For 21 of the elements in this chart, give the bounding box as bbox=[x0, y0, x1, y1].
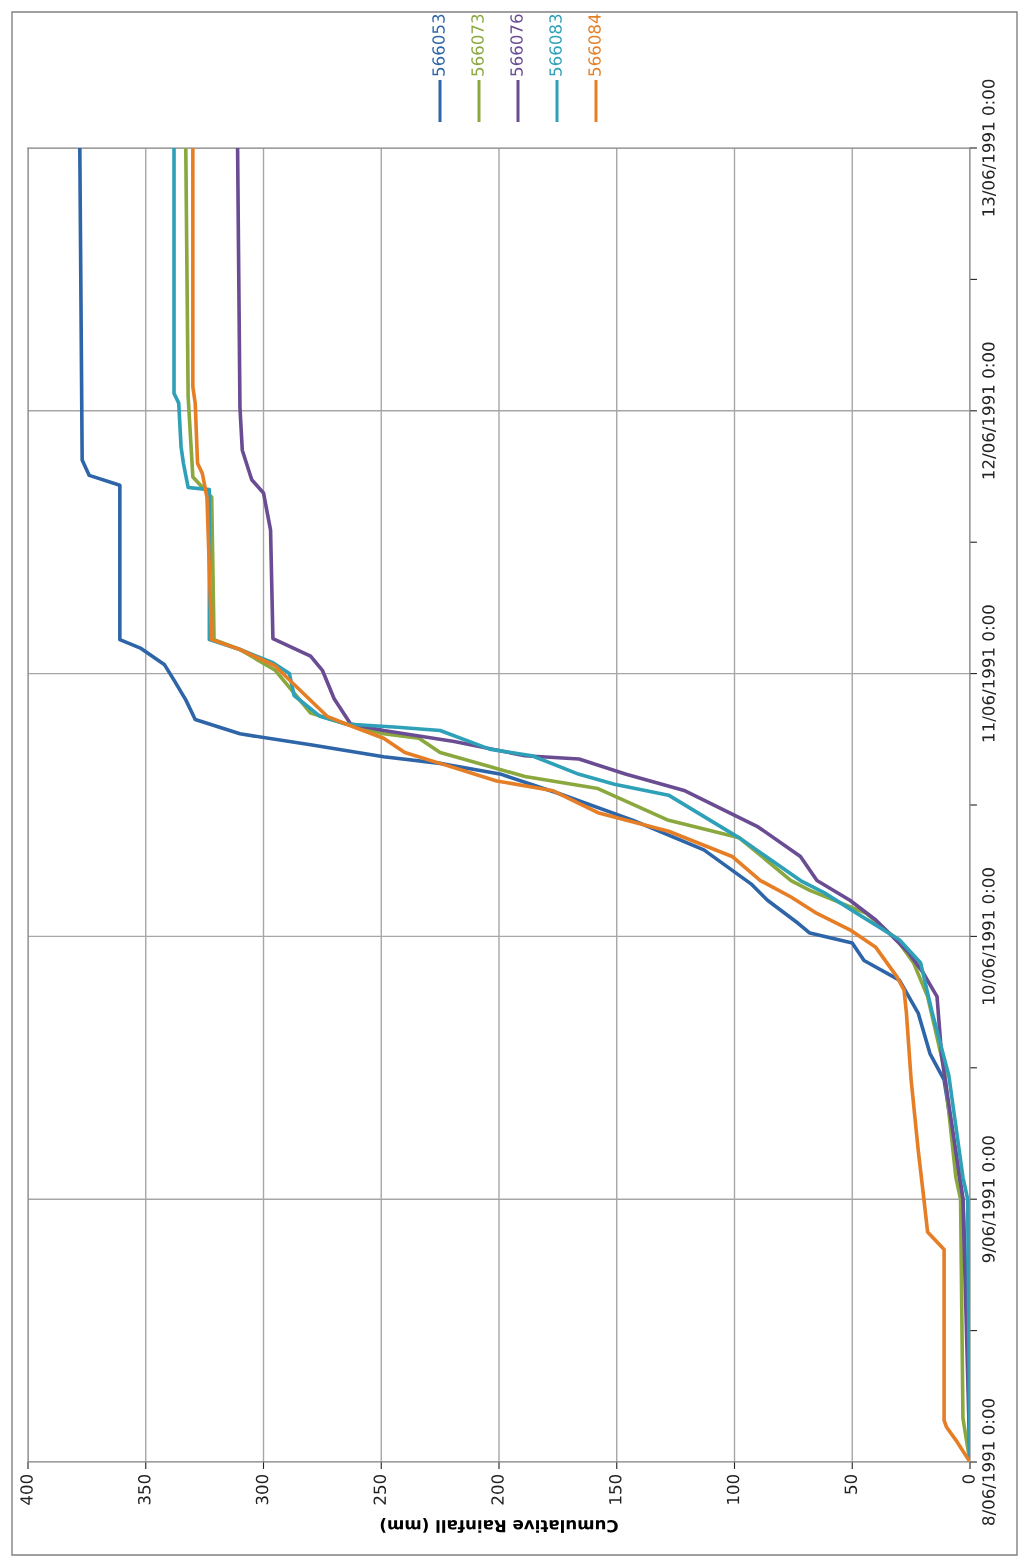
x-tick-label: 0 bbox=[962, 1474, 975, 1484]
x-tick-label: 400 bbox=[20, 1474, 33, 1505]
x-tick-label: 350 bbox=[137, 1474, 151, 1505]
text: 566076 bbox=[510, 14, 523, 76]
x-tick-label: 150 bbox=[608, 1474, 622, 1504]
y-tick-label: 13/06/1991 0:00 bbox=[982, 79, 997, 216]
x-tick-label: 50 bbox=[844, 1474, 858, 1494]
y-tick-label: 12/06/1991 0:00 bbox=[982, 342, 997, 479]
x-tick-label: 100 bbox=[726, 1474, 740, 1504]
y-tick-label: 11/06/1991 0:00 bbox=[982, 605, 997, 742]
x-axis-title: Cumulative Rainfall (mm) bbox=[380, 1518, 618, 1533]
text: 566084 bbox=[588, 14, 601, 76]
text: 566083 bbox=[549, 14, 562, 76]
x-tick-label: 250 bbox=[373, 1474, 387, 1505]
y-tick-label: 9/06/1991 0:00 bbox=[982, 1136, 997, 1263]
y-tick-label: 10/06/1991 0:00 bbox=[982, 868, 997, 1004]
x-tick-label: 300 bbox=[255, 1474, 269, 1505]
x-tick-label: 200 bbox=[491, 1474, 504, 1505]
text: 566073 bbox=[471, 14, 484, 76]
text: 566053 bbox=[432, 14, 445, 76]
y-tick-label: 8/06/1991 0:00 bbox=[982, 1399, 997, 1525]
